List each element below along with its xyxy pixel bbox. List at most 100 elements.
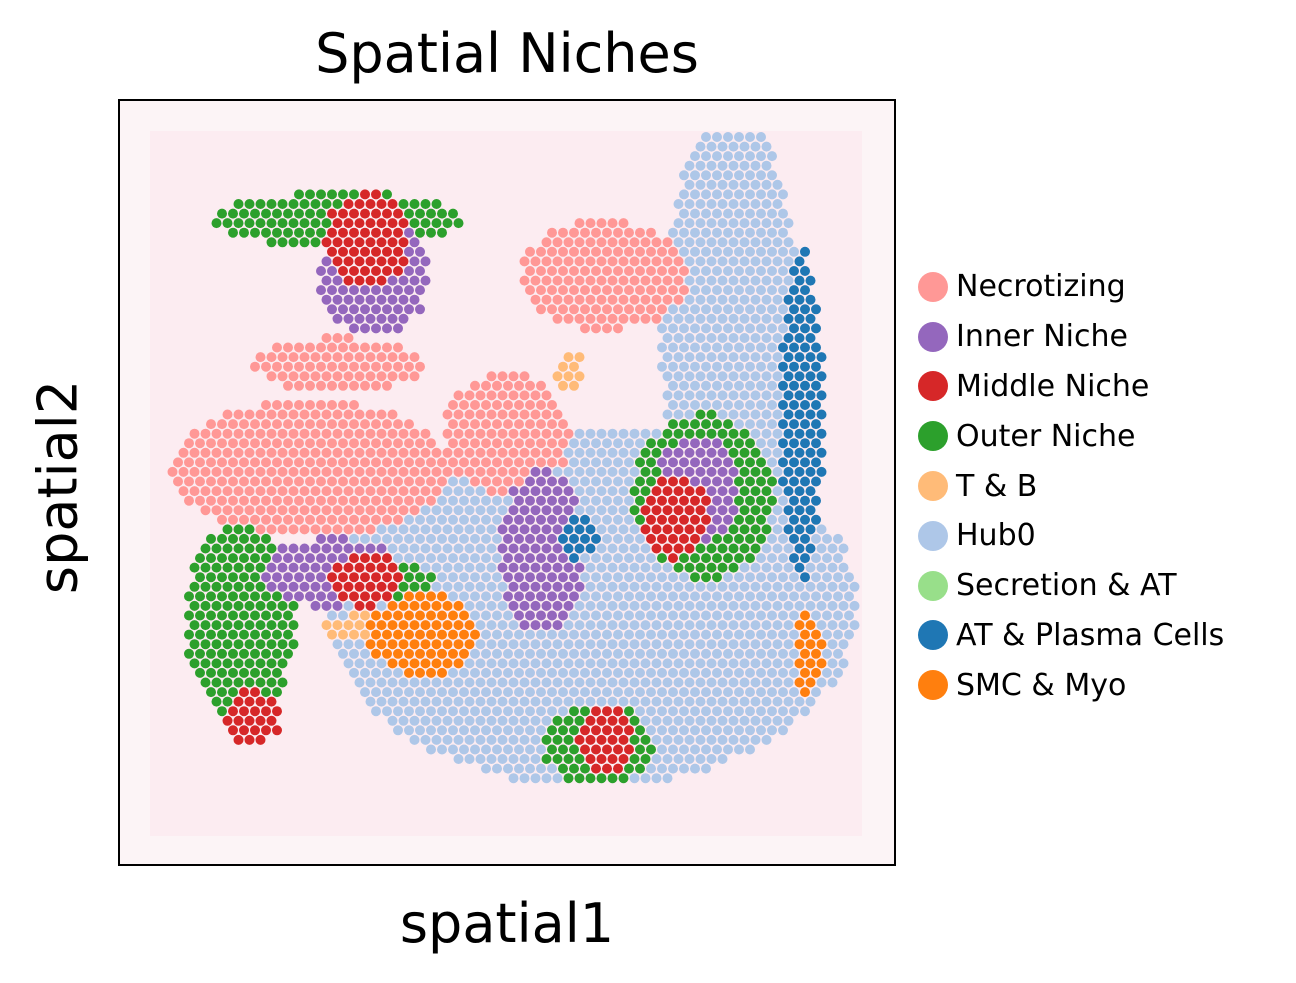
spot [277, 409, 288, 420]
spot [723, 648, 733, 659]
spot [442, 543, 453, 554]
spot [255, 658, 266, 669]
spot [646, 687, 656, 698]
spot [723, 533, 733, 544]
spot [651, 658, 662, 669]
spot [547, 763, 557, 774]
spot [668, 591, 678, 602]
spot [662, 658, 673, 669]
spot [222, 524, 233, 535]
spot [277, 199, 288, 209]
spot [354, 505, 365, 516]
spot [805, 620, 816, 631]
spot [717, 620, 728, 631]
spot [376, 620, 387, 631]
spot [635, 304, 645, 315]
spot [629, 275, 640, 286]
spot [717, 486, 728, 497]
spot [266, 371, 277, 382]
spot [712, 476, 722, 487]
spot [426, 706, 436, 717]
spot [690, 361, 700, 372]
spot [756, 667, 766, 678]
spot [486, 715, 497, 726]
spot [530, 294, 541, 305]
spot [250, 572, 260, 583]
spot [756, 323, 766, 334]
spot [745, 667, 755, 678]
spot [640, 428, 651, 439]
spot [343, 371, 354, 382]
spot [387, 352, 398, 363]
spot [651, 754, 662, 764]
spot [690, 495, 700, 506]
spot [266, 677, 277, 688]
spot [283, 629, 293, 640]
spot [695, 256, 706, 267]
spot [679, 342, 689, 353]
spot [838, 562, 849, 573]
spot [376, 505, 387, 516]
spot [481, 380, 491, 391]
spot [607, 543, 618, 554]
spot [211, 639, 222, 650]
legend-label: Outer Niche [956, 418, 1136, 454]
spot [283, 208, 293, 219]
spot [288, 600, 299, 611]
spot [409, 275, 420, 286]
spot [189, 486, 200, 497]
spot [552, 409, 563, 420]
spot [393, 667, 403, 678]
spot [272, 591, 282, 602]
spot [756, 400, 766, 410]
spot [338, 285, 348, 296]
spot [607, 581, 618, 592]
spot [635, 246, 645, 257]
spot [541, 256, 552, 267]
spot [261, 227, 271, 238]
spot [679, 667, 689, 678]
spot [266, 218, 277, 229]
spot [316, 400, 326, 410]
spot [640, 524, 651, 535]
spot [739, 466, 750, 477]
spot [464, 734, 475, 745]
spot [481, 763, 491, 774]
spot [382, 323, 392, 334]
spot [624, 533, 634, 544]
spot [541, 734, 552, 745]
spot [602, 533, 612, 544]
spot [745, 744, 755, 755]
spot [420, 562, 431, 573]
spot [503, 514, 513, 525]
spot [343, 333, 354, 343]
spot [563, 620, 574, 631]
spot [453, 639, 464, 650]
spot [448, 208, 458, 219]
spot [816, 371, 827, 382]
spot [635, 438, 645, 449]
spot [288, 620, 299, 631]
spot [558, 572, 568, 583]
spot [662, 715, 673, 726]
spot [332, 199, 343, 209]
spot [481, 744, 491, 755]
spot [536, 591, 546, 602]
spot [316, 380, 326, 391]
spot [387, 562, 398, 573]
spot [448, 514, 458, 525]
spot [657, 246, 667, 257]
spot [706, 677, 717, 688]
spot [299, 466, 310, 477]
spot [547, 725, 557, 736]
spot [734, 419, 744, 430]
spot [778, 648, 788, 659]
spot [827, 620, 838, 631]
spot [772, 486, 783, 497]
spot [486, 371, 497, 382]
spot [789, 323, 799, 334]
spot [547, 591, 557, 602]
spot [349, 285, 359, 296]
spot [805, 428, 816, 439]
spot [514, 380, 524, 391]
